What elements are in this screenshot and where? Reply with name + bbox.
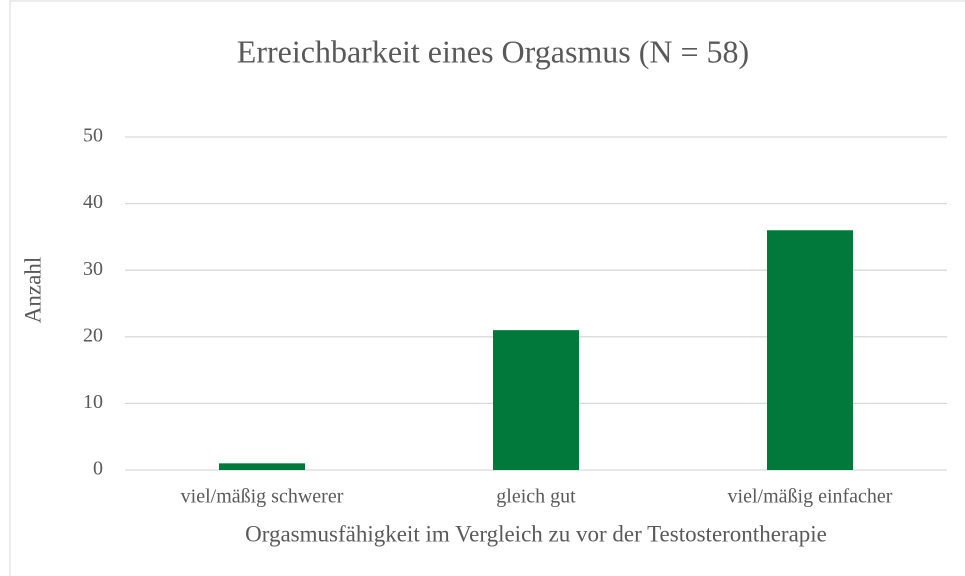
chart-border	[9, 0, 965, 576]
y-tick-label: 20	[83, 324, 103, 346]
x-tick-label: gleich gut	[496, 486, 576, 508]
chart-title: Erreichbarkeit eines Orgasmus (N = 58)	[237, 33, 749, 69]
y-tick-label: 10	[83, 391, 103, 413]
x-axis-label: Orgasmusfähigkeit im Vergleich zu vor de…	[245, 521, 827, 546]
y-tick-label: 50	[83, 125, 103, 147]
bar	[766, 230, 854, 470]
y-axis-label: Anzahl	[20, 257, 45, 323]
bar	[218, 463, 306, 470]
y-tick-label: 30	[83, 258, 103, 280]
y-tick-label: 0	[93, 458, 103, 480]
bar	[492, 330, 580, 470]
y-tick-label: 40	[83, 191, 103, 213]
x-tick-label: viel/mäßig schwerer	[181, 486, 344, 508]
x-tick-label: viel/mäßig einfacher	[728, 486, 893, 508]
